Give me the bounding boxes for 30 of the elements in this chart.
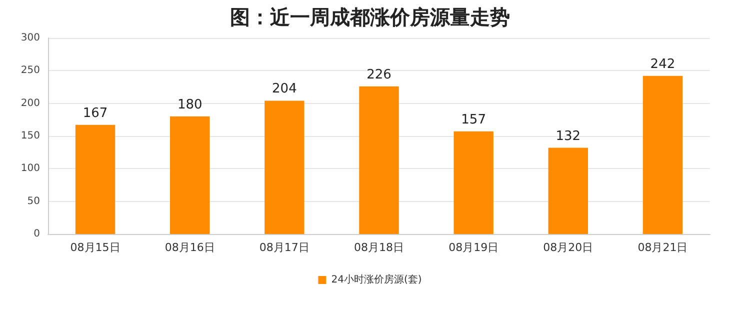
bar (359, 86, 399, 234)
bar (642, 76, 683, 234)
y-tick-label: 0 (34, 228, 40, 240)
bar (75, 124, 116, 234)
x-tick-label: 08月20日 (543, 241, 594, 254)
x-tick-label: 08月15日 (70, 241, 120, 254)
y-tick-label: 150 (20, 130, 40, 142)
data-label: 226 (366, 67, 392, 82)
y-tick-label: 300 (20, 32, 40, 44)
data-label: 204 (272, 82, 297, 97)
data-label: 180 (177, 97, 202, 112)
bar (170, 116, 210, 234)
x-tick-label: 08月18日 (354, 241, 404, 254)
data-label: 157 (461, 112, 486, 128)
x-tick-label: 08月19日 (448, 241, 499, 254)
y-tick-label: 250 (20, 65, 40, 76)
x-tick-label: 08月16日 (164, 241, 215, 254)
data-label: 167 (82, 106, 108, 121)
bar (548, 148, 588, 234)
bar (454, 131, 494, 234)
legend-label: 24小时涨价房源(套) (331, 274, 422, 286)
y-tick-label: 100 (20, 163, 40, 174)
bar (264, 100, 304, 234)
data-label: 132 (556, 128, 581, 144)
data-label: 242 (650, 56, 676, 72)
y-tick-label: 200 (20, 98, 40, 109)
x-tick-label: 08月17日 (259, 241, 310, 254)
chart-title: 图：近一周成都涨价房源量走势 (230, 5, 510, 29)
y-tick-label: 50 (27, 196, 40, 207)
x-tick-label: 08月21日 (638, 241, 688, 254)
